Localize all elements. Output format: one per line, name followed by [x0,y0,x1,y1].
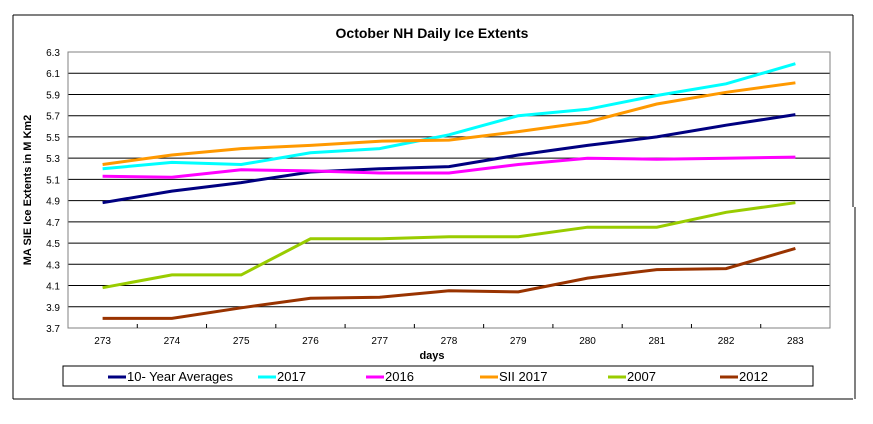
y-tick-label: 3.9 [46,303,60,314]
y-tick-label: 4.1 [46,282,60,293]
series-line-sii-2017 [102,81,796,166]
x-tick-label: 278 [441,336,458,347]
legend-box [62,365,814,387]
x-tick-label: 275 [233,336,250,347]
series-line-2016 [102,155,796,179]
legend-label: SII 2017 [499,369,547,384]
y-axis-label: MA SIE Ice Extents in M Km2 [22,115,34,266]
x-axis-label: days [419,350,444,362]
y-tick-label: 5.9 [46,90,60,101]
y-tick-label: 5.3 [46,154,60,165]
y-tick-label: 4.5 [46,239,60,250]
x-tick-label: 274 [164,336,181,347]
y-tick-label: 5.7 [46,112,60,123]
x-tick-label: 277 [371,336,388,347]
series-line-2012 [102,246,796,320]
plot-area [67,51,831,329]
series-line-10-year-averages [102,113,796,205]
y-axis-ticks: 6.3 6.1 5.9 5.7 5.5 5.3 5.1 4.9 4.7 4.5 4.3 4.1 3.9 3… [46,48,60,335]
legend-label: 2017 [277,369,306,384]
y-tick-label: 5.5 [46,133,60,144]
x-tick-label: 281 [648,336,665,347]
x-axis-ticks: 273 274 275 276 277 278 279 280 281 282 283 [94,324,804,347]
x-tick-label: 283 [787,336,804,347]
x-tick-label: 273 [94,336,111,347]
legend-label: 10- Year Averages [127,369,234,384]
x-tick-label: 280 [579,336,596,347]
y-tick-label: 6.3 [46,48,60,59]
y-tick-label: 5.1 [46,175,60,186]
y-tick-label: 6.1 [46,69,60,80]
legend-label: 2007 [627,369,656,384]
x-tick-label: 279 [510,336,527,347]
y-tick-label: 4.7 [46,218,60,229]
series-lines [102,62,796,320]
legend-label: 2012 [739,369,768,384]
legend-label: 2016 [385,369,414,384]
legend: 10- Year Averages 2017 2016 SII 2017 2007 201… [108,369,768,384]
series-line-2007 [102,201,796,290]
x-tick-label: 282 [718,336,735,347]
chart-title: October NH Daily Ice Extents [336,25,529,41]
x-tick-label: 276 [302,336,319,347]
y-tick-label: 3.7 [46,324,60,335]
y-tick-label: 4.9 [46,197,60,208]
series-line-2017 [102,62,796,171]
y-tick-label: 4.3 [46,260,60,271]
